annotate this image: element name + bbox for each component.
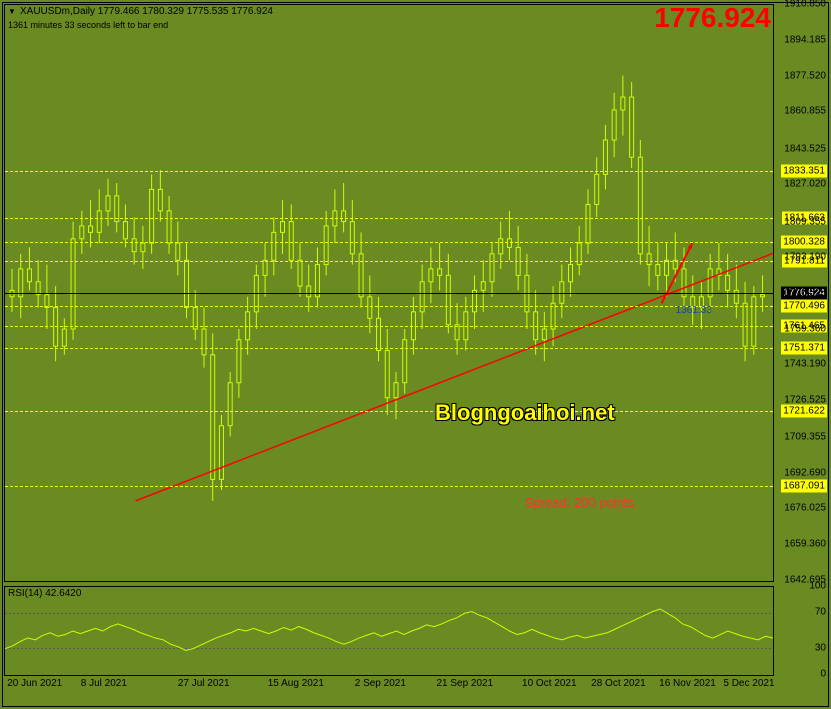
h-level-line[interactable] [5,218,773,219]
x-tick-label: 28 Oct 2021 [591,678,645,689]
h-level-line[interactable] [5,171,773,172]
x-tick-label: 16 Nov 2021 [659,678,716,689]
x-tick-label: 27 Jul 2021 [178,678,230,689]
main-chart[interactable]: 1833.3511811.6631800.3281791.8111770.496… [4,4,774,582]
h-level-line[interactable] [5,348,773,349]
y-tick-label: 1709.355 [784,431,826,442]
watermark: Blogngoaihoi.net [435,400,615,426]
rsi-y-axis-scale: 03070100 [776,586,828,676]
x-tick-label: 2 Sep 2021 [355,678,406,689]
h-level-line[interactable] [5,306,773,307]
y-tick-label: 1759.360 [784,324,826,335]
rsi-y-tick: 0 [820,669,826,680]
h-level-line[interactable] [5,326,773,327]
x-tick-label: 10 Oct 2021 [522,678,576,689]
y-tick-label: 1877.520 [784,70,826,81]
h-level-line[interactable] [5,261,773,262]
h-level-line[interactable] [5,486,773,487]
y-tick-label: 1827.020 [784,179,826,190]
x-tick-label: 20 Jun 2021 [7,678,62,689]
y-tick-label: 1743.190 [784,359,826,370]
y-tick-label: 1676.025 [784,503,826,514]
y-tick-label: 1809.355 [784,217,826,228]
symbol-title: XAUUSDm,Daily 1779.466 1780.329 1775.535… [20,6,273,17]
rsi-y-tick: 30 [815,642,826,653]
dropdown-icon: ▼ [8,7,16,16]
x-tick-label: 8 Jul 2021 [81,678,127,689]
rsi-chart[interactable] [4,586,774,676]
y-tick-label: 1860.855 [784,106,826,117]
y-tick-label: 1843.525 [784,143,826,154]
x-tick-label: 5 Dec 2021 [723,678,774,689]
y-tick-label: 1776.525 [784,287,826,298]
x-tick-label: 21 Sep 2021 [436,678,493,689]
y-tick-label: 1659.360 [784,539,826,550]
big-price: 1776.924 [654,2,771,34]
rsi-svg [5,587,773,675]
y-tick-label: 1910.850 [784,0,826,10]
y-tick-label: 1894.185 [784,34,826,45]
h-level-line[interactable] [5,411,773,412]
h-level-line[interactable] [5,242,773,243]
y-tick-label: 1692.690 [784,467,826,478]
rsi-y-tick: 100 [809,581,826,592]
spread-text: Spread: 200 points [525,495,634,510]
y-axis-scale: 1910.8501894.1851877.5201860.8551843.525… [776,4,828,582]
x-tick-label: 15 Aug 2021 [268,678,324,689]
bar-time-label: 1361:33 [676,305,712,316]
rsi-y-tick: 70 [815,607,826,618]
countdown-text: 1361 minutes 33 seconds left to bar end [8,20,168,30]
rsi-title: RSI(14) 42.6420 [8,588,81,599]
current-price-line [5,293,773,294]
y-tick-label: 1793.190 [784,251,826,262]
y-tick-label: 1726.525 [784,394,826,405]
